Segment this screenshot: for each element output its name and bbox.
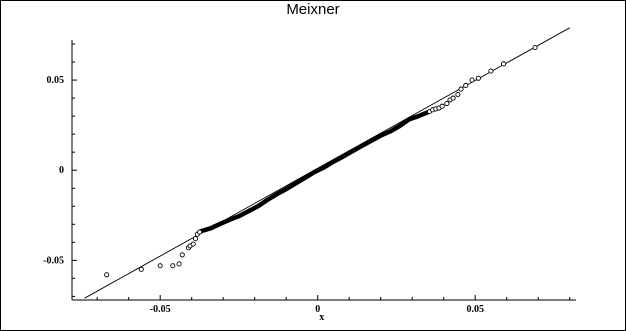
y-tick-label: 0 — [59, 165, 64, 176]
data-point — [192, 236, 199, 242]
data-point — [157, 263, 163, 269]
data-point — [488, 68, 494, 74]
data-point — [439, 103, 445, 109]
points-group — [104, 45, 538, 278]
data-point — [469, 77, 475, 83]
x-tick-label: 0 — [315, 304, 320, 315]
data-point — [190, 241, 196, 247]
data-point — [458, 86, 464, 92]
dense-points-group — [198, 109, 431, 234]
tick-labels-group: -0.05 0 0.05 -0.05 0 0.05 x — [43, 75, 484, 323]
data-point — [170, 263, 176, 269]
axes — [71, 40, 576, 301]
data-point — [475, 75, 481, 81]
data-point — [197, 229, 203, 235]
y-tick-label: -0.05 — [43, 255, 64, 266]
chart-title: Meixner — [286, 1, 340, 18]
x-tick-label: 0.05 — [466, 304, 484, 315]
data-point — [455, 91, 461, 98]
data-point — [176, 261, 182, 267]
data-point — [138, 266, 144, 272]
data-point — [532, 45, 538, 51]
x-tick-label: -0.05 — [150, 304, 171, 315]
data-point — [450, 95, 456, 101]
data-point — [444, 100, 450, 107]
y-tick-label: 0.05 — [47, 75, 65, 86]
x-axis-label: x — [319, 312, 324, 323]
data-point — [500, 61, 507, 67]
data-point — [179, 252, 185, 258]
dense-point-band — [198, 109, 431, 234]
data-point — [104, 272, 110, 278]
data-point — [463, 82, 469, 89]
